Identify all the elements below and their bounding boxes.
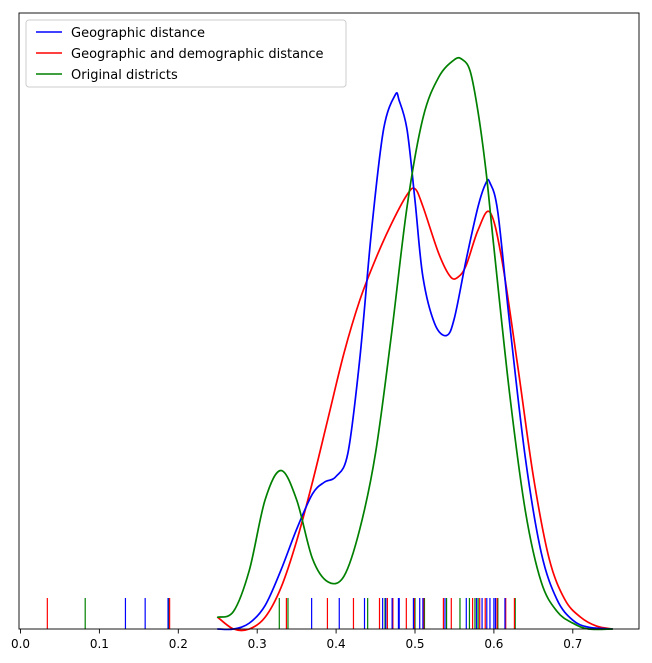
plot-background xyxy=(19,13,639,629)
legend-label-geo-demo: Geographic and demographic distance xyxy=(71,47,323,62)
x-tick-label: 0.3 xyxy=(248,637,267,651)
x-axis: 0.0 0.1 0.2 0.3 0.4 0.5 0.6 0.7 xyxy=(11,629,582,651)
x-tick-label: 0.6 xyxy=(484,637,503,651)
legend-label-geographic: Geographic distance xyxy=(71,26,205,41)
series-line-original xyxy=(216,56,614,631)
x-tick-label: 0.5 xyxy=(405,637,424,651)
legend: Geographic distance Geographic and demog… xyxy=(25,19,347,88)
x-tick-label: 0.4 xyxy=(327,637,346,651)
x-tick-label: 0.0 xyxy=(11,637,30,651)
x-tick-label: 0.1 xyxy=(90,637,109,651)
rug-layer xyxy=(46,598,516,629)
x-tick-label: 0.2 xyxy=(169,637,188,651)
x-tick-label: 0.7 xyxy=(563,637,582,651)
series-line-geo-demo xyxy=(216,187,614,632)
plot-frame xyxy=(18,12,640,630)
series-layer xyxy=(216,56,614,632)
legend-label-original: Original districts xyxy=(71,68,178,83)
series-line-geographic xyxy=(216,92,614,631)
legend-box xyxy=(25,19,347,88)
